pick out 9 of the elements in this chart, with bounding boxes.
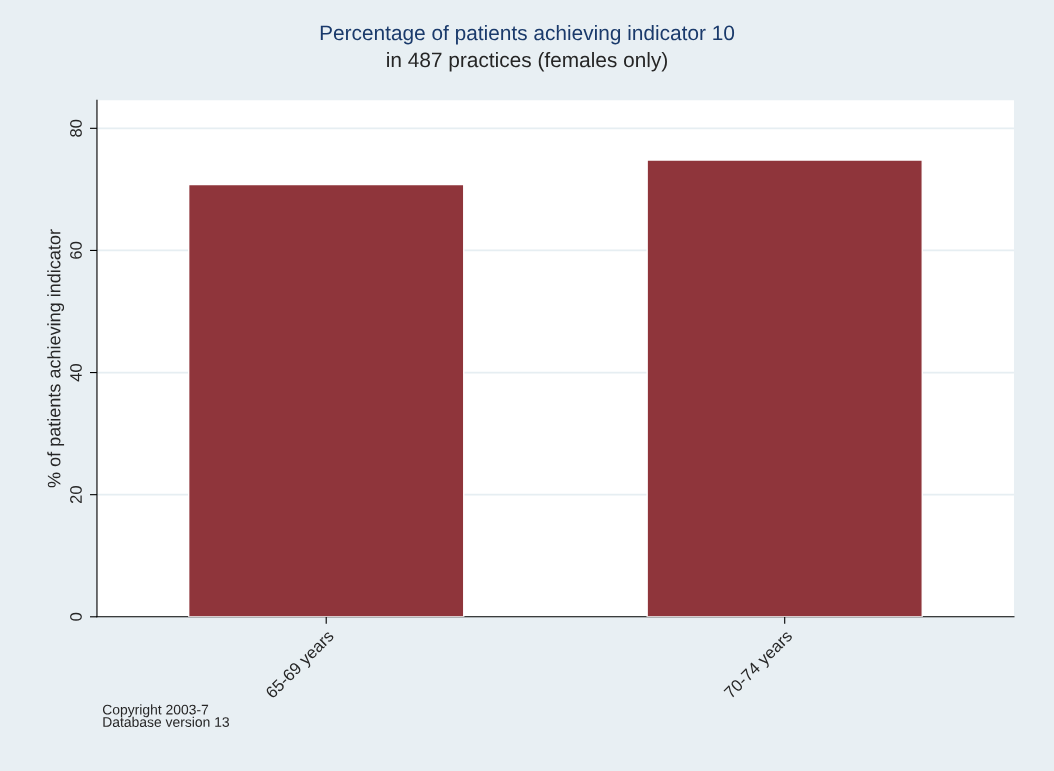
y-tick-label: 0 xyxy=(70,612,82,621)
y-tick-label: 60 xyxy=(70,241,82,259)
y-axis-title: % of patients achieving indicator xyxy=(47,229,65,488)
y-tick-label: 40 xyxy=(70,363,82,382)
chart-title: Percentage of patients achieving indicator 10 xyxy=(320,24,735,45)
y-tick-label: 20 xyxy=(70,486,82,504)
y-tick-label: 80 xyxy=(70,119,82,137)
text: Copyright 2003-7 Database version 13 xyxy=(102,704,230,727)
chart-subtitle: in 487 practices (females only) xyxy=(387,51,667,72)
